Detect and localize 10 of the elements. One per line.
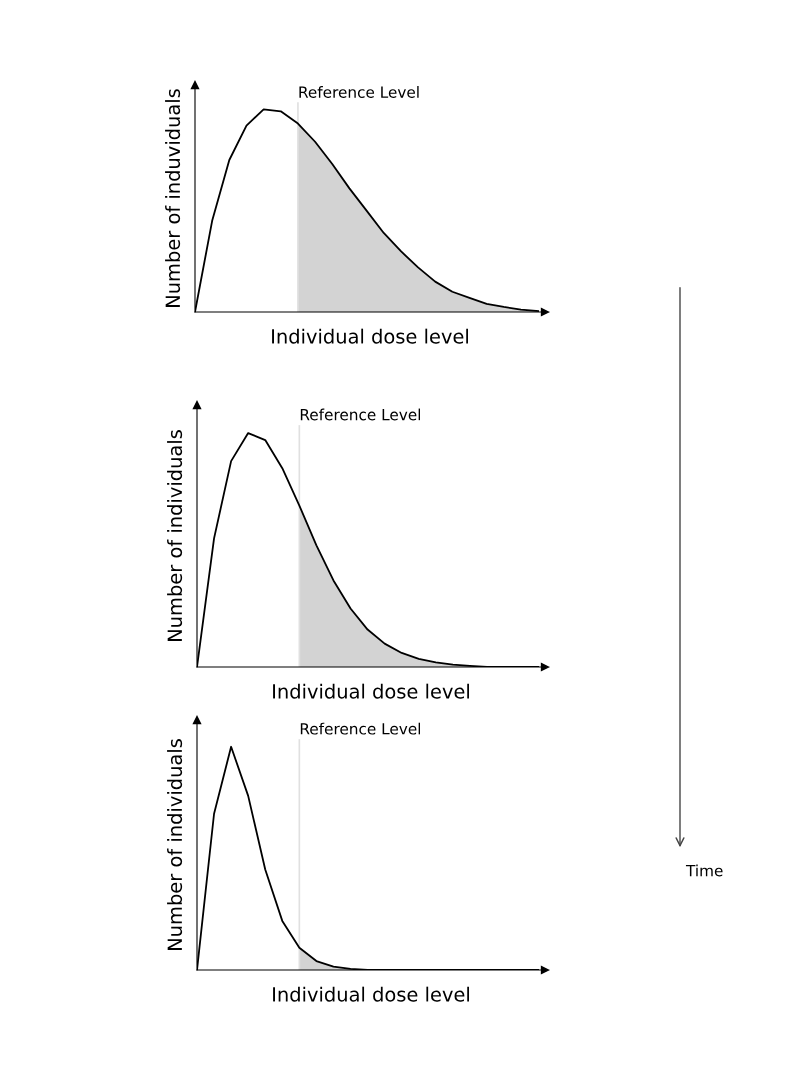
text: Reference Level bbox=[300, 722, 421, 735]
text: Reference Level bbox=[300, 408, 421, 421]
y-axis-title: Number of induviduals bbox=[165, 89, 181, 307]
y-axis-title: Number of individuals bbox=[167, 739, 183, 950]
x-axis-title: Individual dose level bbox=[272, 328, 468, 344]
text: Reference Level bbox=[299, 86, 419, 98]
x-axis-title: Individual dose level bbox=[273, 986, 469, 1002]
text: Time bbox=[685, 864, 723, 877]
x-axis-title: Individual dose level bbox=[273, 683, 469, 699]
y-axis-title: Number of individuals bbox=[167, 430, 183, 641]
